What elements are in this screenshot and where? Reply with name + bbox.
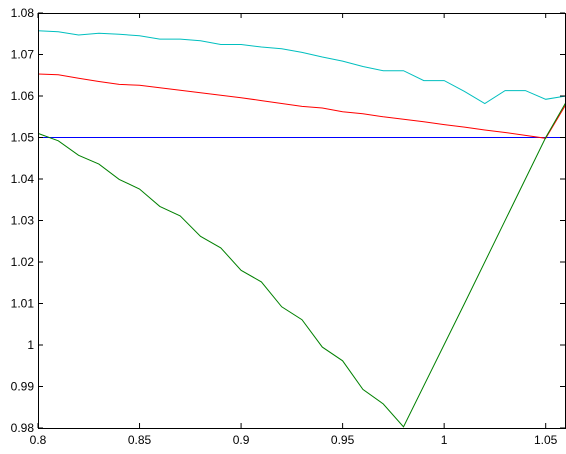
y-tick-label: 0.98	[11, 421, 35, 435]
x-tick-label: 0.9	[233, 433, 250, 447]
y-tick-label: 1.06	[11, 89, 35, 103]
y-tick-label: 1.01	[11, 297, 35, 311]
x-tick-label: 0.95	[331, 433, 355, 447]
y-tick-label: 1	[27, 338, 34, 352]
y-tick-label: 1.08	[11, 6, 35, 20]
y-tick-label: 1.04	[11, 172, 35, 186]
y-tick-label: 1.03	[11, 214, 35, 228]
y-tick-label: 1.02	[11, 255, 35, 269]
y-tick-label: 0.99	[11, 380, 35, 394]
y-tick-label: 1.05	[11, 131, 35, 145]
series-line-3	[37, 73, 566, 139]
x-tick-label: 0.85	[128, 433, 152, 447]
x-tick-label: 0.8	[30, 433, 47, 447]
y-tick-label: 1.07	[11, 48, 35, 62]
series-line-4	[37, 101, 566, 428]
x-axis: 0.8 0.85 0.9 0.95 1 1.05	[30, 13, 558, 447]
x-tick-label: 1.05	[534, 433, 558, 447]
y-axis: 0.98 0.99 1 1.01 1.02 1.03 1.04 1.05 1.06 1.07 1.0…	[11, 6, 565, 435]
series-layer	[37, 30, 566, 428]
series-line-2	[37, 30, 566, 105]
plot-frame	[38, 13, 566, 429]
x-tick-label: 1	[441, 433, 448, 447]
